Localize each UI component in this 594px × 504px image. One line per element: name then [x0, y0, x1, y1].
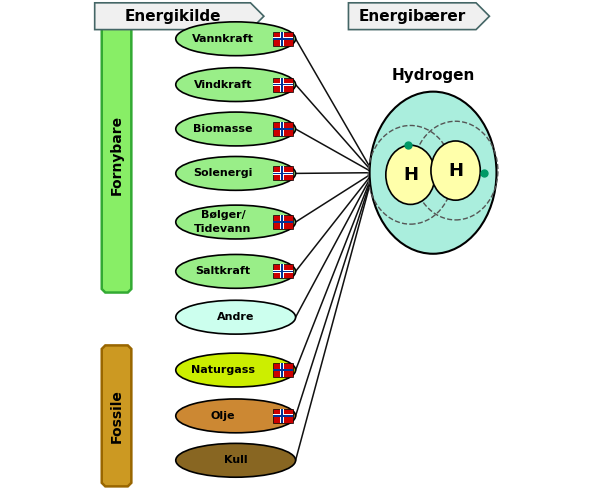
Bar [273, 414, 293, 417]
Ellipse shape [176, 399, 296, 433]
Bar [280, 409, 283, 423]
Ellipse shape [176, 255, 296, 288]
Text: Solenergi: Solenergi [193, 168, 252, 178]
Bar [280, 215, 284, 229]
Ellipse shape [176, 22, 296, 55]
Text: Bølger/: Bølger/ [201, 210, 245, 220]
Bar [280, 122, 283, 136]
Polygon shape [102, 18, 131, 292]
Bar [273, 271, 293, 272]
Bar [273, 32, 293, 46]
Ellipse shape [176, 205, 296, 239]
Ellipse shape [369, 92, 497, 254]
Text: Hydrogen: Hydrogen [391, 68, 475, 83]
Ellipse shape [176, 444, 296, 477]
Bar [280, 78, 283, 92]
Ellipse shape [386, 145, 435, 205]
Text: Energikilde: Energikilde [124, 9, 221, 24]
Bar [273, 122, 293, 136]
Text: Biomasse: Biomasse [193, 124, 252, 134]
Bar [280, 32, 284, 46]
Bar [280, 32, 283, 46]
Bar [280, 264, 283, 278]
Bar [273, 369, 293, 371]
Bar [280, 264, 284, 278]
Text: Fossile: Fossile [109, 389, 124, 443]
Bar [280, 78, 284, 92]
Bar [280, 215, 283, 229]
Ellipse shape [431, 141, 481, 200]
Bar [273, 37, 293, 40]
Bar [280, 166, 283, 180]
Bar [280, 363, 284, 377]
Polygon shape [94, 3, 264, 30]
Bar [273, 368, 293, 371]
Bar [273, 128, 293, 130]
Bar [273, 166, 293, 180]
Text: H: H [448, 162, 463, 179]
Bar [273, 221, 293, 223]
Bar [280, 363, 283, 377]
Text: Vindkraft: Vindkraft [194, 80, 252, 90]
Text: Vannkraft: Vannkraft [192, 34, 254, 44]
Polygon shape [349, 3, 489, 30]
Bar [280, 409, 284, 423]
Bar [280, 122, 284, 136]
Ellipse shape [176, 68, 296, 101]
Bar [273, 270, 293, 273]
Bar [280, 166, 284, 180]
Text: Energibærer: Energibærer [359, 9, 466, 24]
Text: Fornybare: Fornybare [109, 115, 124, 195]
Bar [273, 215, 293, 229]
Text: H: H [403, 166, 418, 184]
Bar [273, 38, 293, 40]
Bar [273, 409, 293, 423]
Text: Kull: Kull [224, 455, 248, 465]
Bar [273, 128, 293, 131]
Text: Andre: Andre [217, 312, 254, 322]
Text: Saltkraft: Saltkraft [195, 267, 251, 276]
Bar [273, 264, 293, 278]
Ellipse shape [176, 112, 296, 146]
Text: Tidevann: Tidevann [194, 224, 252, 234]
Polygon shape [102, 345, 131, 486]
Bar [273, 363, 293, 377]
Ellipse shape [176, 353, 296, 387]
Bar [273, 172, 293, 174]
Bar [273, 221, 293, 223]
Bar [273, 415, 293, 417]
Ellipse shape [176, 300, 296, 334]
Text: Olje: Olje [211, 411, 235, 421]
Bar [273, 78, 293, 92]
Bar [273, 84, 293, 86]
Bar [273, 172, 293, 175]
Ellipse shape [176, 156, 296, 191]
Text: Naturgass: Naturgass [191, 365, 255, 375]
Bar [273, 83, 293, 86]
